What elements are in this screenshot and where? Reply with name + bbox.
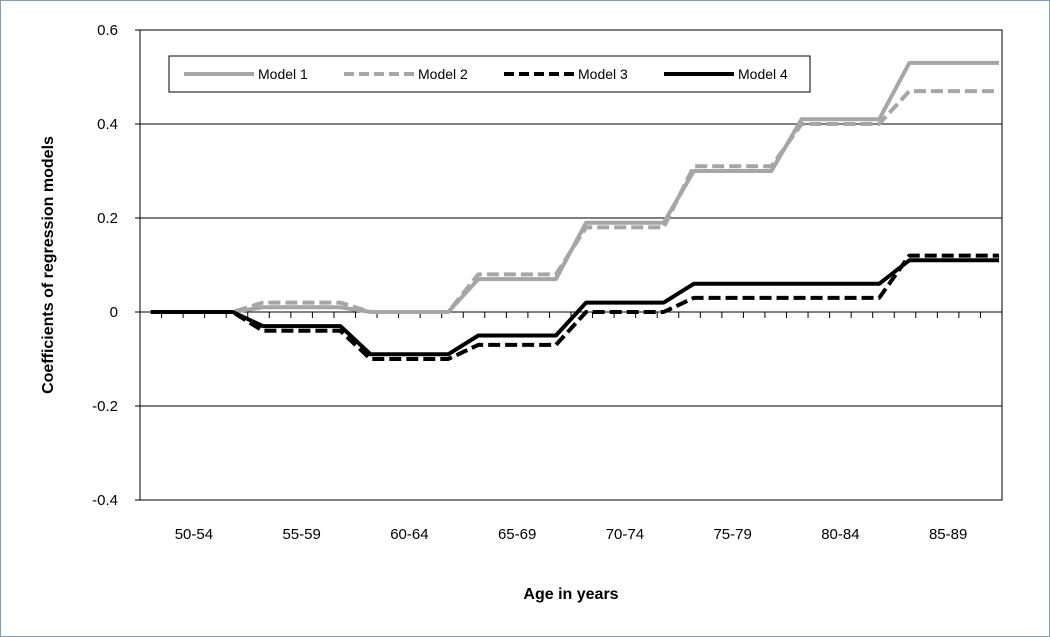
legend-label: Model 3 <box>578 66 628 82</box>
y-tick-label: 0 <box>110 304 118 321</box>
y-axis-title: Coefficients of regression models <box>40 136 57 394</box>
x-tick-label: 85-89 <box>929 526 967 543</box>
x-axis-ticks: 50-54 55-59 60-64 65-69 70-74 75-79 80-84 85-89 <box>139 312 1003 543</box>
x-tick-label: 75-79 <box>713 526 751 543</box>
x-axis-title: Age in years <box>523 586 618 603</box>
plot-area <box>139 29 1003 501</box>
gridlines <box>140 123 1002 407</box>
y-tick-label: 0.2 <box>97 210 118 227</box>
x-tick-label: 50-54 <box>175 526 213 543</box>
x-tick-label: 65-69 <box>498 526 536 543</box>
series-line-1 <box>150 60 999 314</box>
series-lines <box>150 60 999 361</box>
x-tick-label: 80-84 <box>821 526 859 543</box>
y-tick-label: -0.4 <box>92 492 118 509</box>
series-line-2 <box>150 89 999 314</box>
series-line-3 <box>150 253 999 361</box>
y-tick-label: -0.2 <box>92 398 118 415</box>
legend-label: Model 4 <box>738 66 788 82</box>
x-tick-label: 60-64 <box>390 526 428 543</box>
series-line-4 <box>150 258 999 357</box>
legend-label: Model 2 <box>418 66 468 82</box>
y-tick-label: 0.6 <box>97 22 118 39</box>
legend: Model 1 Model 2 Model 3 Model 4 <box>168 55 811 93</box>
y-tick-label: 0.4 <box>97 116 118 133</box>
x-tick-label: 55-59 <box>282 526 320 543</box>
legend-label: Model 1 <box>258 66 308 82</box>
y-axis-ticks: -0.4 -0.2 0 0.2 0.4 0.6 <box>92 22 140 509</box>
x-tick-label: 70-74 <box>606 526 644 543</box>
